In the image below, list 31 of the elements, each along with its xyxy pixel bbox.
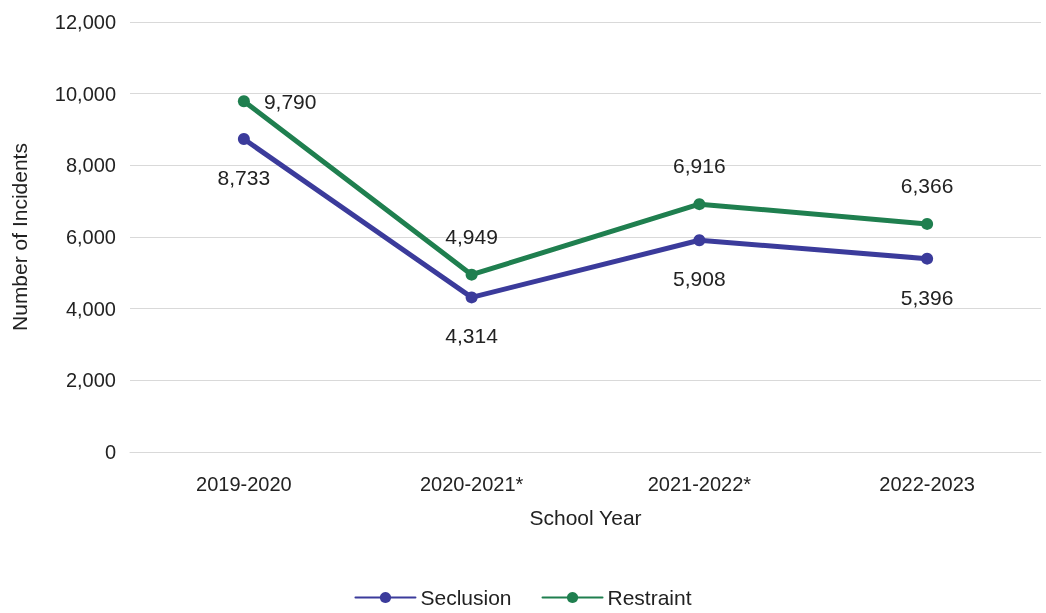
y-tick-label: 8,000 bbox=[65, 154, 116, 177]
y-tick-label: 12,000 bbox=[54, 11, 116, 33]
legend-label: Seclusion bbox=[420, 586, 512, 609]
x-axis-title: School Year bbox=[529, 506, 642, 529]
data-label: 8,733 bbox=[217, 166, 271, 190]
data-label: 5,908 bbox=[673, 267, 726, 291]
data-label: 4,314 bbox=[445, 324, 499, 348]
point bbox=[465, 268, 478, 281]
point bbox=[921, 217, 934, 230]
legend-label: Restraint bbox=[607, 586, 692, 609]
data-label: 5,396 bbox=[900, 285, 954, 309]
data-label: 4,949 bbox=[445, 224, 498, 248]
y-tick-label: 6,000 bbox=[65, 226, 116, 248]
point bbox=[693, 198, 706, 211]
data-label: 9,790 bbox=[263, 89, 317, 113]
y-tick-label: 0 bbox=[104, 441, 116, 463]
y-tick-label: 4,000 bbox=[65, 297, 116, 320]
y-axis-title: Number of Incidents bbox=[8, 143, 31, 331]
point bbox=[921, 252, 934, 265]
x-tick-label: 2020-2021* bbox=[419, 473, 524, 495]
point bbox=[237, 95, 250, 108]
data-label: 6,916 bbox=[673, 154, 726, 178]
x-tick-label: 2022-2023 bbox=[879, 473, 975, 495]
point bbox=[693, 234, 706, 247]
point bbox=[465, 291, 478, 304]
x-tick-label: 2019-2020 bbox=[196, 473, 292, 495]
x-tick-label: 2021-2022* bbox=[647, 473, 752, 495]
y-tick-label: 10,000 bbox=[54, 82, 116, 105]
y-tick-label: 2,000 bbox=[65, 369, 116, 392]
point bbox=[237, 133, 250, 146]
data-label: 6,366 bbox=[900, 173, 954, 197]
